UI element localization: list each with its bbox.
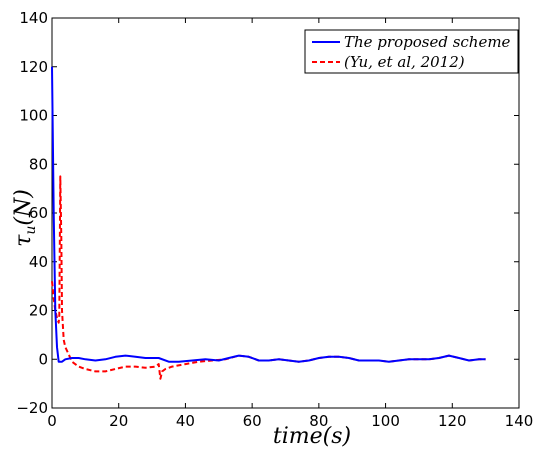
y-tick-label: 140 (19, 9, 48, 27)
x-tick-label: 60 (243, 412, 262, 430)
series-line-yu (51, 175, 486, 380)
svg-text:τu(N): τu(N) (11, 189, 39, 247)
y-tick-label: 60 (29, 204, 48, 222)
legend-label-proposed: The proposed scheme (344, 33, 511, 51)
y-tick-label: 80 (29, 155, 48, 173)
x-tick-label: 80 (309, 412, 328, 430)
x-tick-label: 20 (109, 412, 128, 430)
legend: The proposed scheme (Yu, et al, 2012) (304, 29, 519, 74)
y-axis-label-main: τ (11, 234, 36, 247)
y-tick-label: 0 (38, 350, 48, 368)
y-axis-label: τu(N) (11, 189, 39, 247)
x-tick-label: 120 (438, 412, 467, 430)
x-tick-label: 100 (371, 412, 400, 430)
y-tick-label: 20 (29, 302, 48, 320)
legend-box (304, 29, 519, 74)
y-axis-label-unit: (N) (11, 189, 36, 225)
x-axis-label: time(s) (273, 424, 351, 449)
y-tick-label: 40 (29, 253, 48, 271)
y-tick-label: 120 (19, 58, 48, 76)
y-tick-label: 100 (19, 107, 48, 125)
series-layer (51, 66, 486, 380)
x-tick-label: 140 (505, 412, 534, 430)
plot-area (51, 17, 520, 409)
series-line-proposed (51, 66, 486, 363)
y-axis-label-subscript: u (23, 226, 39, 235)
legend-label-yu: (Yu, et al, 2012) (344, 53, 465, 71)
x-tick-label: 0 (47, 412, 57, 430)
y-tick-label: −20 (16, 399, 48, 417)
x-tick-label: 40 (176, 412, 195, 430)
